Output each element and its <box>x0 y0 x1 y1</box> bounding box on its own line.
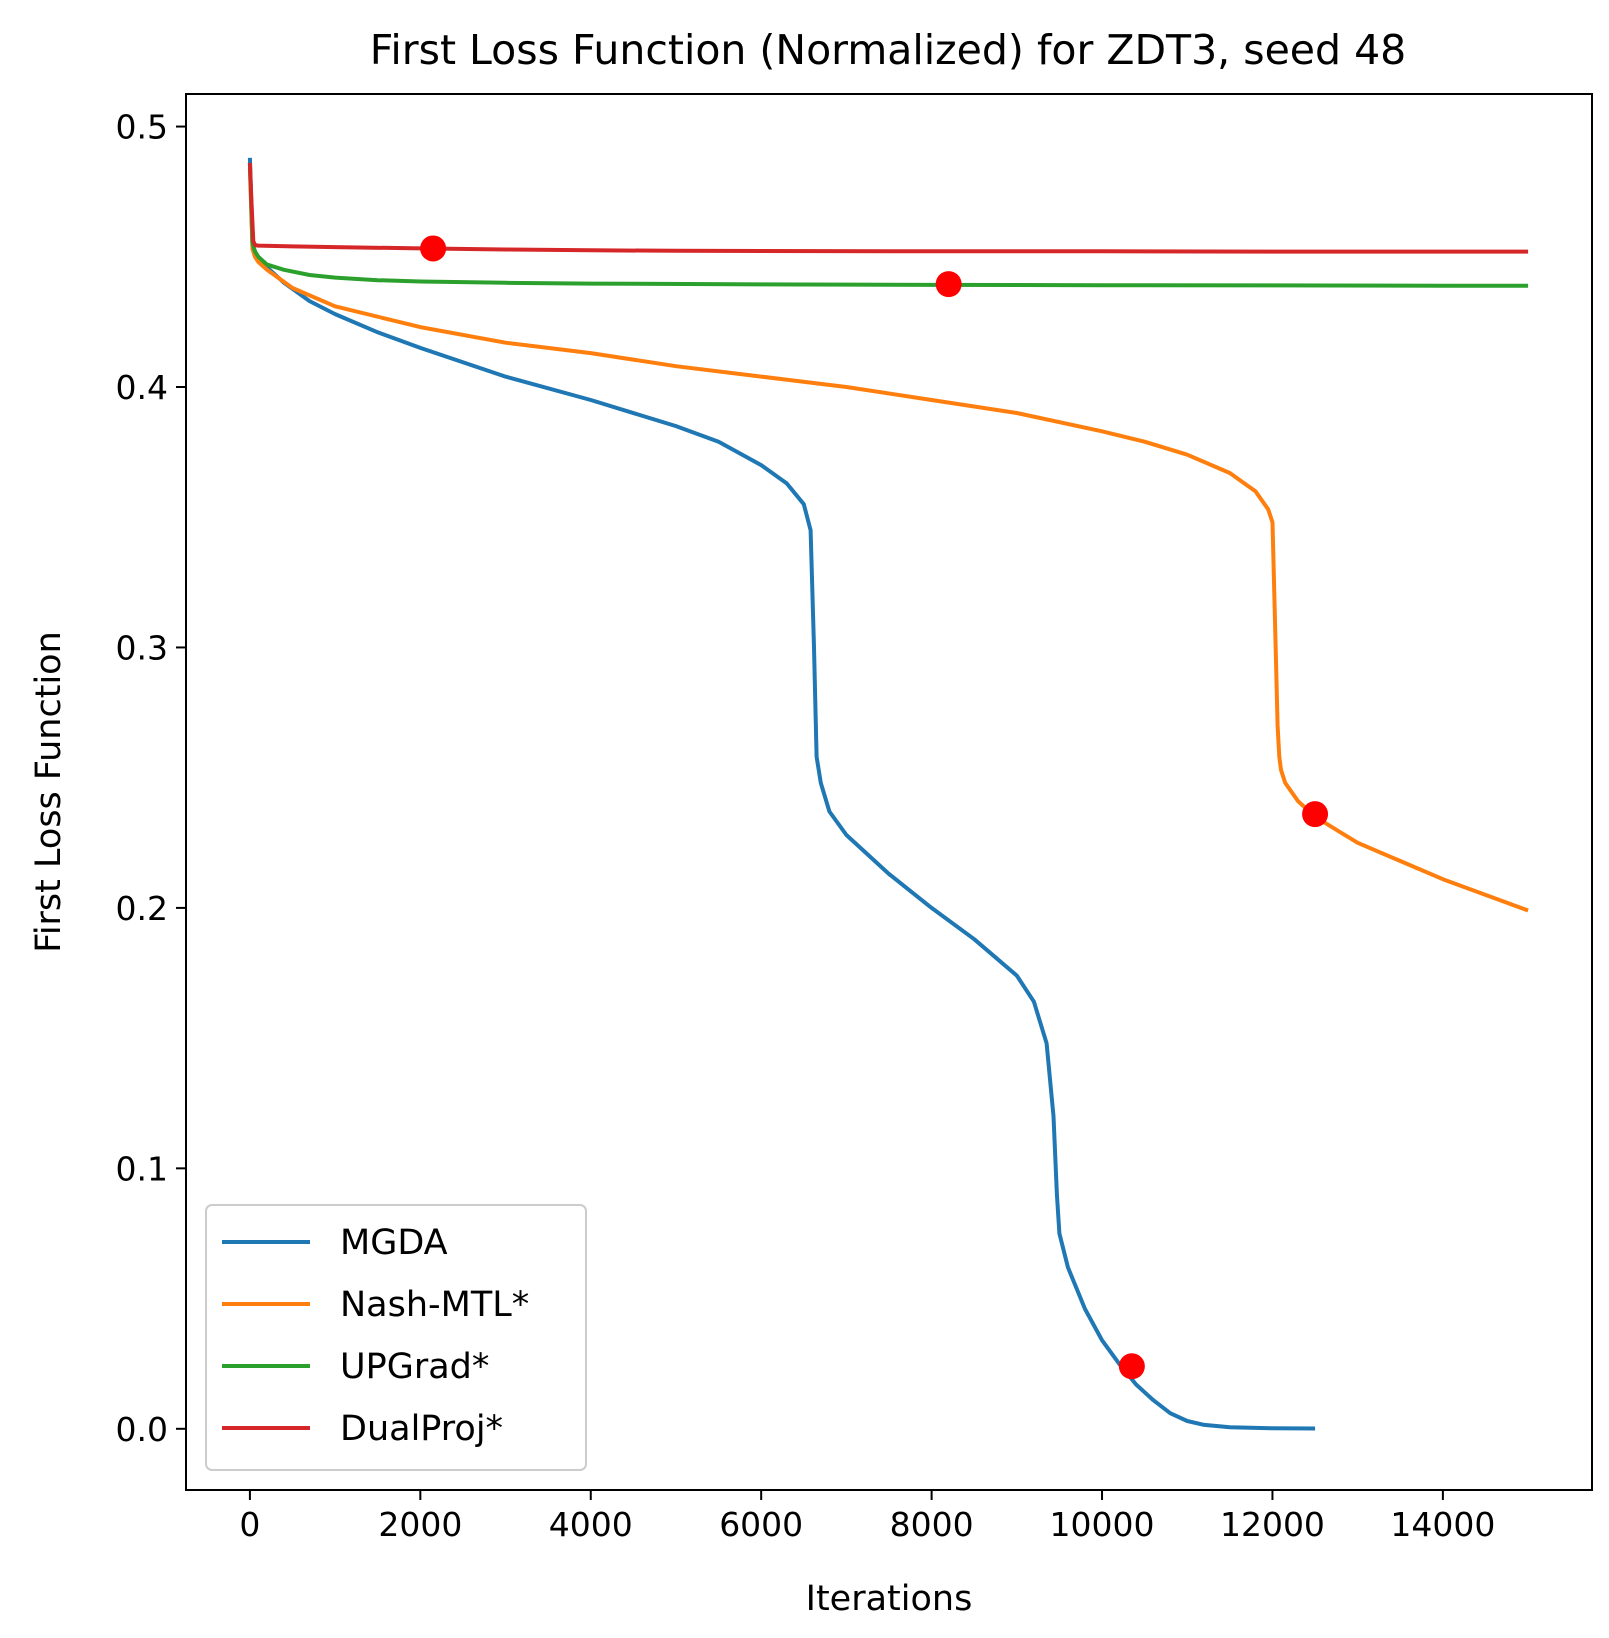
marker-dualproj <box>420 235 447 262</box>
y-axis-label: First Loss Function <box>29 631 69 953</box>
x-axis-label: Iterations <box>806 1579 973 1619</box>
x-tick-label: 4000 <box>549 1505 633 1544</box>
marker-layer <box>420 235 1329 1380</box>
legend: MGDA Nash-MTL* UPGrad* DualProj* <box>205 1204 587 1471</box>
y-tick-label: 0.4 <box>116 368 168 407</box>
legend-label-upgrad: UPGrad* <box>340 1347 489 1387</box>
marker-upgrad <box>935 271 962 298</box>
series-layer <box>247 157 1529 1431</box>
y-tick-label: 0.2 <box>116 889 168 928</box>
legend-label-nash-mtl: Nash-MTL* <box>340 1285 529 1325</box>
legend-box <box>205 1204 587 1471</box>
plot-frame <box>185 93 1593 1491</box>
x-tick-label: 0 <box>239 1505 260 1544</box>
x-tick-label: 14000 <box>1390 1505 1495 1544</box>
chart-title: First Loss Function (Normalized) for ZDT… <box>370 26 1407 74</box>
y-tick-label: 0.0 <box>116 1410 168 1449</box>
x-tick-label: 8000 <box>890 1505 974 1544</box>
series-line-mgda <box>247 157 1316 1431</box>
x-tick-label: 10000 <box>1050 1505 1155 1544</box>
marker-mgda <box>1118 1353 1145 1380</box>
legend-label-dualproj: DualProj* <box>340 1409 503 1449</box>
x-tick-label: 2000 <box>378 1505 462 1544</box>
marker-nash-mtl <box>1302 801 1329 828</box>
y-axis: 0.0 0.1 0.2 0.3 0.4 0.5 <box>116 108 186 1449</box>
series-line-dualproj <box>247 162 1529 254</box>
series-line-upgrad <box>247 162 1529 288</box>
legend-label-mgda: MGDA <box>340 1223 448 1263</box>
y-tick-label: 0.3 <box>116 628 168 667</box>
legend-items: MGDA Nash-MTL* UPGrad* DualProj* <box>222 1223 529 1449</box>
y-tick-label: 0.5 <box>116 108 168 147</box>
x-axis: 0 2000 4000 6000 8000 10000 12000 14000 <box>239 1490 1495 1544</box>
y-tick-label: 0.1 <box>116 1149 168 1188</box>
x-tick-label: 12000 <box>1220 1505 1325 1544</box>
x-tick-label: 6000 <box>719 1505 803 1544</box>
